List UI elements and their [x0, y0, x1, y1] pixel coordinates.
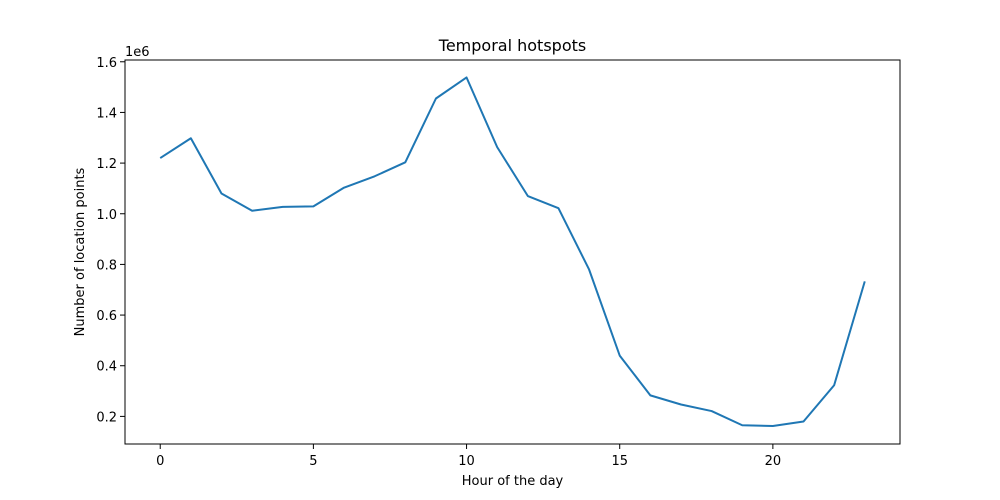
y-tick-label: 0.4	[96, 360, 117, 375]
x-tick-label: 20	[765, 454, 782, 469]
x-tick-label: 15	[611, 454, 628, 469]
y-tick-label: 0.2	[96, 410, 117, 425]
y-tick-label: 1.6	[96, 56, 117, 71]
x-tick-label: 10	[458, 454, 475, 469]
axes-frame	[124, 59, 901, 445]
x-axis-label: Hour of the day	[462, 474, 564, 489]
x-tick-label: 0	[156, 454, 164, 469]
chart-title: Temporal hotspots	[438, 36, 586, 55]
y-tick-label: 0.8	[96, 258, 117, 273]
x-tick-label: 5	[309, 454, 317, 469]
y-axis-offset-label: 1e6	[125, 45, 150, 60]
plot-area	[159, 76, 866, 428]
x-axis: 0 5 10 15 20	[156, 444, 781, 469]
series-line-0	[159, 76, 866, 428]
y-tick-label: 1.0	[96, 208, 117, 223]
y-axis-label: Number of location points	[73, 167, 88, 336]
y-tick-label: 1.4	[96, 106, 117, 121]
y-tick-label: 0.6	[96, 309, 117, 324]
y-tick-label: 1.2	[96, 157, 117, 172]
y-axis: 0.2 0.4 0.6 0.8 1.0 1.2 1.4 1.6	[96, 56, 125, 425]
